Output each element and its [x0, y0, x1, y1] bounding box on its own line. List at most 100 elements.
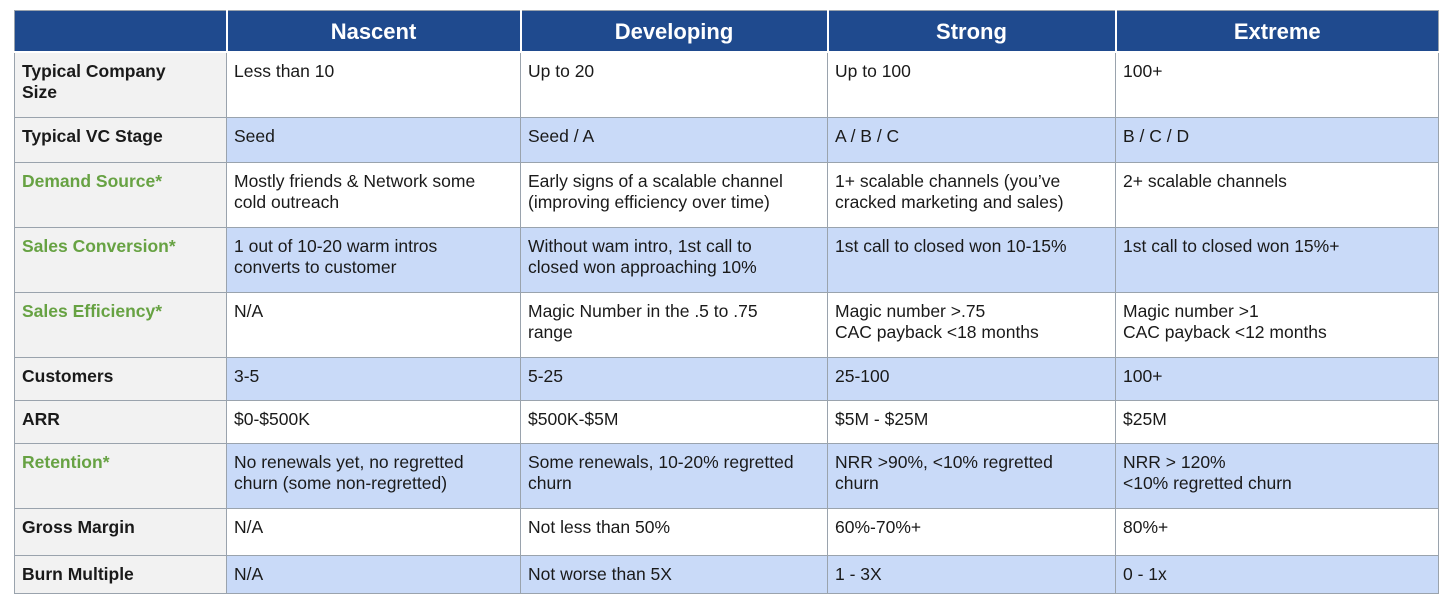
cell-line: Mostly friends & Network some — [234, 170, 476, 191]
cell-line: converts to customer — [234, 256, 397, 277]
cell-extreme: Magic number >1 CAC payback <12 months — [1115, 291, 1439, 358]
row-label: Demand Source* — [14, 161, 227, 228]
cell-line: NRR > 120% — [1123, 451, 1226, 472]
row-label: Gross Margin — [14, 507, 227, 556]
row-label-line: Demand Source* — [22, 170, 163, 191]
cell-line: Magic number >1 — [1123, 300, 1259, 321]
cell-nascent: Seed — [226, 116, 521, 163]
header-row: Nascent Developing Strong Extreme — [14, 10, 1439, 53]
cell-extreme: $25M — [1115, 399, 1439, 444]
cell-strong: 25-100 — [827, 356, 1116, 401]
cell-line: closed won approaching 10% — [528, 256, 757, 277]
cell-line: CAC payback <18 months — [835, 321, 1039, 342]
cell-line: churn (some non-regretted) — [234, 472, 448, 493]
table-row: Sales Efficiency* N/A Magic Number in the … — [14, 291, 1439, 358]
table-row: Customers 3-5 5-25 25-100 100+ — [14, 356, 1439, 401]
row-label-line: Retention* — [22, 451, 110, 472]
cell-developing: Seed / A — [520, 116, 828, 163]
table-row: Demand Source* Mostly friends & Network s… — [14, 161, 1439, 228]
cell-developing: Up to 20 — [520, 51, 828, 118]
cell-nascent: N/A — [226, 554, 521, 594]
cell-line: B / C / D — [1123, 125, 1190, 146]
row-label: Burn Multiple — [14, 554, 227, 594]
row-label-line: Sales Conversion* — [22, 235, 176, 256]
column-header-extreme: Extreme — [1114, 10, 1439, 53]
cell-line: range — [528, 321, 573, 342]
cell-extreme: 80%+ — [1115, 507, 1439, 556]
cell-extreme: 1st call to closed won 15%+ — [1115, 226, 1439, 293]
cell-line: 5-25 — [528, 365, 564, 386]
cell-developing: Magic Number in the .5 to .75 range — [520, 291, 828, 358]
cell-line: 100+ — [1123, 61, 1163, 81]
cell-line: 3-5 — [234, 365, 260, 386]
cell-developing: Early signs of a scalable channel (improv… — [520, 161, 828, 228]
row-label-line: Customers — [22, 365, 114, 386]
cell-line: Seed / A — [528, 125, 595, 146]
cell-line: Less than 10 — [234, 61, 335, 81]
corner-header — [14, 10, 228, 53]
cell-extreme: 100+ — [1115, 51, 1439, 118]
cell-strong: 1 - 3X — [827, 554, 1116, 594]
row-label: ARR — [14, 399, 227, 444]
column-header-nascent: Nascent — [225, 10, 522, 53]
cell-line: N/A — [234, 300, 264, 321]
table-row: ARR $0-$500K $500K-$5M $5M - $25M $25M — [14, 399, 1439, 444]
cell-nascent: Less than 10 — [226, 51, 521, 118]
cell-extreme: B / C / D — [1115, 116, 1439, 163]
cell-line: Not less than 50% — [528, 516, 671, 537]
cell-nascent: N/A — [226, 507, 521, 556]
cell-extreme: NRR > 120% <10% regretted churn — [1115, 442, 1439, 509]
cell-line: cracked marketing and sales) — [835, 191, 1064, 212]
row-label-line: Typical VC Stage — [22, 125, 163, 146]
row-label: Typical Company Size — [14, 51, 227, 118]
cell-line: 100+ — [1123, 365, 1163, 386]
cell-line: A / B / C — [835, 125, 900, 146]
table-row: Typical Company Size Less than 10 Up to 20 U… — [14, 51, 1439, 118]
cell-line: churn — [835, 472, 879, 493]
cell-extreme: 2+ scalable channels — [1115, 161, 1439, 228]
cell-line: NRR >90%, <10% regretted — [835, 451, 1053, 472]
cell-line: Not worse than 5X — [528, 563, 672, 584]
row-label-line: Gross Margin — [22, 516, 135, 537]
cell-developing: Not less than 50% — [520, 507, 828, 556]
row-label: Sales Conversion* — [14, 226, 227, 293]
cell-line: 1 - 3X — [835, 563, 882, 584]
column-header-developing: Developing — [519, 10, 829, 53]
cell-nascent: 3-5 — [226, 356, 521, 401]
cell-line: 1st call to closed won 10-15% — [835, 235, 1067, 256]
cell-line: Early signs of a scalable channel — [528, 170, 783, 191]
cell-extreme: 100+ — [1115, 356, 1439, 401]
table-body: Typical Company Size Less than 10 Up to 20 U… — [14, 51, 1439, 594]
cell-line: 2+ scalable channels — [1123, 170, 1287, 191]
cell-line: 1st call to closed won 15%+ — [1123, 235, 1340, 256]
stage-comparison-table-wrapper: Nascent Developing Strong Extreme Typica… — [14, 10, 1439, 594]
cell-line: Up to 20 — [528, 61, 595, 81]
cell-line: 25-100 — [835, 365, 890, 386]
cell-nascent: No renewals yet, no regretted churn (some… — [226, 442, 521, 509]
cell-strong: Up to 100 — [827, 51, 1116, 118]
cell-line: No renewals yet, no regretted — [234, 451, 464, 472]
cell-strong: NRR >90%, <10% regretted churn — [827, 442, 1116, 509]
cell-line: Seed — [234, 125, 275, 146]
cell-line: $25M — [1123, 408, 1167, 429]
cell-line: Up to 100 — [835, 61, 911, 81]
cell-line: CAC payback <12 months — [1123, 321, 1327, 342]
cell-line: 60%-70%+ — [835, 516, 922, 537]
cell-line: N/A — [234, 563, 264, 584]
column-header-strong: Strong — [826, 10, 1117, 53]
cell-strong: 60%-70%+ — [827, 507, 1116, 556]
cell-nascent: Mostly friends & Network some cold outrea… — [226, 161, 521, 228]
cell-line: $0-$500K — [234, 408, 310, 429]
cell-developing: $500K-$5M — [520, 399, 828, 444]
row-label-line: Typical Company — [22, 61, 166, 81]
cell-line: 1+ scalable channels (you’ve — [835, 170, 1061, 191]
cell-strong: 1st call to closed won 10-15% — [827, 226, 1116, 293]
cell-line: Some renewals, 10-20% regretted — [528, 451, 794, 472]
row-label-line: Size — [22, 82, 58, 102]
row-label-line: Burn Multiple — [22, 563, 134, 584]
cell-line: 80%+ — [1123, 516, 1169, 537]
cell-line: N/A — [234, 516, 264, 537]
row-label: Sales Efficiency* — [14, 291, 227, 358]
cell-strong: 1+ scalable channels (you’ve cracked mark… — [827, 161, 1116, 228]
cell-nascent: 1 out of 10-20 warm intros converts to cu… — [226, 226, 521, 293]
